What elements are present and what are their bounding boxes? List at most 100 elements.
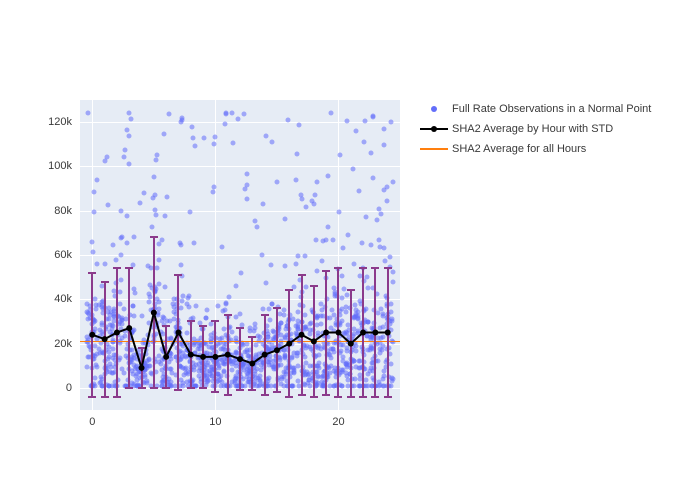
scatter-point	[343, 305, 348, 310]
scatter-point	[258, 363, 263, 368]
scatter-point	[223, 301, 228, 306]
scatter-point	[244, 342, 249, 347]
scatter-point	[382, 127, 387, 132]
scatter-point	[109, 364, 114, 369]
scatter-point	[154, 212, 159, 217]
error-cap-bottom	[371, 396, 379, 398]
scatter-point	[339, 273, 344, 278]
scatter-point	[315, 363, 320, 368]
error-cap-top	[322, 270, 330, 272]
scatter-point	[122, 147, 127, 152]
scatter-point	[375, 217, 380, 222]
scatter-point	[147, 282, 152, 287]
scatter-point	[331, 328, 336, 333]
scatter-point	[306, 371, 311, 376]
scatter-point	[95, 262, 100, 267]
scatter-point	[377, 206, 382, 211]
error-cap-bottom	[224, 394, 232, 396]
error-bar	[337, 268, 339, 396]
scatter-point	[294, 262, 299, 267]
scatter-point	[127, 162, 132, 167]
scatter-point	[193, 143, 198, 148]
scatter-point	[94, 177, 99, 182]
scatter-point	[331, 237, 336, 242]
legend-label: SHA2 Average by Hour with STD	[452, 123, 613, 135]
legend-item[interactable]: Full Rate Observations in a Normal Point	[420, 100, 651, 118]
scatter-point	[131, 287, 136, 292]
scatter-point	[146, 363, 151, 368]
error-cap-top	[187, 320, 195, 322]
scatter-point	[85, 317, 90, 322]
scatter-point	[154, 157, 159, 162]
scatter-point	[345, 232, 350, 237]
scatter-point	[118, 253, 123, 258]
scatter-point	[179, 262, 184, 267]
scatter-point	[127, 134, 132, 139]
scatter-point	[111, 242, 116, 247]
error-cap-bottom	[359, 396, 367, 398]
scatter-point	[210, 189, 215, 194]
scatter-point	[162, 284, 167, 289]
scatter-point	[147, 320, 152, 325]
scatter-point	[339, 295, 344, 300]
scatter-point	[269, 262, 274, 267]
scatter-point	[157, 307, 162, 312]
scatter-point	[269, 139, 274, 144]
scatter-point	[121, 371, 126, 376]
scatter-point	[355, 310, 360, 315]
error-cap-top	[150, 236, 158, 238]
error-cap-bottom	[248, 389, 256, 391]
scatter-point	[216, 303, 221, 308]
scatter-point	[267, 307, 272, 312]
scatter-point	[122, 307, 127, 312]
error-bar	[313, 286, 315, 397]
scatter-point	[220, 244, 225, 249]
scatter-point	[313, 192, 318, 197]
error-bar	[165, 326, 167, 388]
scatter-point	[258, 374, 263, 379]
scatter-point	[211, 141, 216, 146]
error-bar	[251, 337, 253, 390]
scatter-point	[130, 262, 135, 267]
grid-line-horizontal	[80, 211, 400, 212]
scatter-point	[230, 141, 235, 146]
scatter-point	[190, 125, 195, 130]
scatter-point	[313, 238, 318, 243]
scatter-point	[326, 225, 331, 230]
y-tick-label: 60k	[32, 249, 72, 261]
error-cap-bottom	[199, 387, 207, 389]
error-cap-top	[199, 325, 207, 327]
scatter-point	[370, 176, 375, 181]
scatter-point	[270, 347, 275, 352]
error-cap-top	[101, 281, 109, 283]
scatter-point	[155, 265, 160, 270]
scatter-point	[245, 183, 250, 188]
scatter-point	[242, 111, 247, 116]
scatter-point	[223, 308, 228, 313]
scatter-point	[269, 301, 274, 306]
legend-item[interactable]: SHA2 Average by Hour with STD	[420, 120, 651, 138]
scatter-point	[121, 154, 126, 159]
scatter-point	[110, 370, 115, 375]
scatter-point	[245, 172, 250, 177]
y-tick-label: 40k	[32, 293, 72, 305]
scatter-point	[282, 347, 287, 352]
scatter-point	[84, 301, 89, 306]
scatter-point	[110, 323, 115, 328]
scatter-point	[166, 111, 171, 116]
error-bar	[350, 290, 352, 396]
scatter-point	[119, 209, 124, 214]
scatter-point	[303, 313, 308, 318]
scatter-point	[92, 209, 97, 214]
error-cap-bottom	[162, 387, 170, 389]
scatter-point	[204, 315, 209, 320]
grid-line-horizontal	[80, 255, 400, 256]
error-bar	[141, 348, 143, 388]
scatter-point	[291, 370, 296, 375]
grid-line-horizontal	[80, 122, 400, 123]
legend-item[interactable]: SHA2 Average for all Hours	[420, 140, 651, 158]
y-tick-label: 120k	[32, 116, 72, 128]
legend-line-dot-icon	[431, 126, 437, 132]
error-cap-bottom	[261, 394, 269, 396]
error-cap-top	[174, 274, 182, 276]
